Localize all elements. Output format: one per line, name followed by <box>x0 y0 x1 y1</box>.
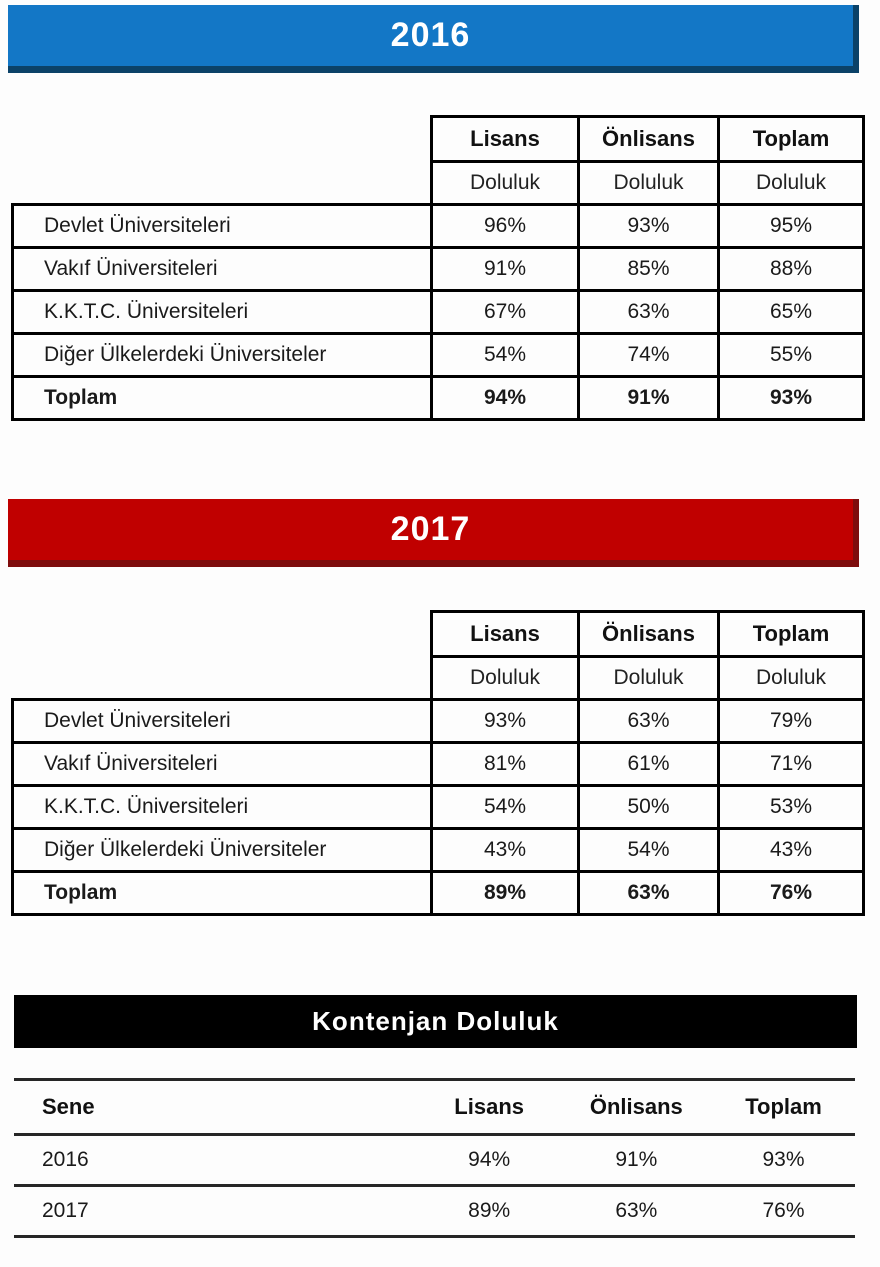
header-spacer <box>13 117 432 162</box>
value-cell: 96% <box>430 203 580 249</box>
row-label-cell: Toplam <box>11 375 433 421</box>
value-cell: 63% <box>577 870 720 916</box>
column-header-toplam: Toplam <box>717 115 865 163</box>
banner-2016: 2016 <box>8 5 859 73</box>
row-label-cell: Devlet Üniversiteleri <box>11 698 433 744</box>
banner-2017: 2017 <box>8 499 859 567</box>
value-cell: 50% <box>577 784 720 830</box>
summary-year-cell: 2016 <box>42 1148 89 1171</box>
value-cell: 63% <box>577 698 720 744</box>
value-cell: 43% <box>430 827 580 873</box>
banner-kontenjan-label: Kontenjan Doluluk <box>312 1006 559 1036</box>
column-header-onlisans: Önlisans <box>577 610 720 658</box>
value-cell: 93% <box>577 203 720 249</box>
value-cell: 43% <box>717 827 865 873</box>
banner-2016-label: 2016 <box>390 16 471 54</box>
value-cell: 67% <box>430 289 580 335</box>
value-cell: 81% <box>430 741 580 787</box>
value-cell: 61% <box>577 741 720 787</box>
value-cell: 63% <box>577 289 720 335</box>
summary-year-cell: 2017 <box>42 1199 89 1222</box>
header-spacer <box>13 612 432 657</box>
row-label-cell: K.K.T.C. Üniversiteleri <box>11 289 433 335</box>
value-cell: 93% <box>762 1148 805 1171</box>
value-cell: 85% <box>577 246 720 292</box>
value-cell: 63% <box>615 1199 658 1222</box>
value-cell: 94% <box>468 1148 511 1171</box>
value-cell: 55% <box>717 332 865 378</box>
row-label-cell: Vakıf Üniversiteleri <box>11 246 433 292</box>
value-cell: 91% <box>577 375 720 421</box>
subheader-doluluk: Doluluk <box>430 655 580 701</box>
table-row: Devlet Üniversiteleri 93% 63% 79% <box>11 698 865 744</box>
column-header-lisans: Lisans <box>430 115 580 163</box>
table-row: Vakıf Üniversiteleri 91% 85% 88% <box>11 246 865 292</box>
table-row: Vakıf Üniversiteleri 81% 61% 71% <box>11 741 865 787</box>
value-cell: 76% <box>762 1199 805 1222</box>
header-spacer <box>13 657 432 700</box>
row-label-cell: Devlet Üniversiteleri <box>11 203 433 249</box>
summary-header-lisans: Lisans <box>454 1094 524 1119</box>
value-cell: 91% <box>430 246 580 292</box>
value-cell: 74% <box>577 332 720 378</box>
summary-header-onlisans: Önlisans <box>589 1094 683 1119</box>
table-row: Devlet Üniversiteleri 96% 93% 95% <box>11 203 865 249</box>
row-label-cell: K.K.T.C. Üniversiteleri <box>11 784 433 830</box>
table-2016-subheader-row: Doluluk Doluluk Doluluk <box>13 160 865 206</box>
table-row: Diğer Ülkelerdeki Üniversiteler 43% 54% … <box>11 827 865 873</box>
value-cell: 79% <box>717 698 865 744</box>
value-cell: 76% <box>717 870 865 916</box>
summary-header-sene: Sene <box>42 1094 95 1119</box>
table-total-row: Toplam 94% 91% 93% <box>11 375 865 421</box>
row-label-cell: Toplam <box>11 870 433 916</box>
table-row: K.K.T.C. Üniversiteleri 67% 63% 65% <box>11 289 865 335</box>
column-header-lisans: Lisans <box>430 610 580 658</box>
value-cell: 54% <box>430 332 580 378</box>
column-header-onlisans: Önlisans <box>577 115 720 163</box>
table-2017-subheader-row: Doluluk Doluluk Doluluk <box>13 655 865 701</box>
banner-2017-label: 2017 <box>390 510 471 548</box>
subheader-doluluk: Doluluk <box>717 160 865 206</box>
summary-table: Sene Lisans Önlisans Toplam 2016 94% 91%… <box>14 1078 855 1238</box>
table-2016-header-row: Lisans Önlisans Toplam <box>13 115 865 163</box>
table-2017: Lisans Önlisans Toplam Doluluk Doluluk D… <box>11 610 865 916</box>
summary-header-row: Sene Lisans Önlisans Toplam <box>14 1080 855 1135</box>
table-total-row: Toplam 89% 63% 76% <box>11 870 865 916</box>
value-cell: 53% <box>717 784 865 830</box>
banner-kontenjan-doluluk: Kontenjan Doluluk <box>14 995 857 1048</box>
value-cell: 89% <box>468 1199 511 1222</box>
subheader-doluluk: Doluluk <box>717 655 865 701</box>
value-cell: 93% <box>430 698 580 744</box>
value-cell: 54% <box>577 827 720 873</box>
value-cell: 54% <box>430 784 580 830</box>
subheader-doluluk: Doluluk <box>430 160 580 206</box>
value-cell: 88% <box>717 246 865 292</box>
column-header-toplam: Toplam <box>717 610 865 658</box>
value-cell: 93% <box>717 375 865 421</box>
value-cell: 94% <box>430 375 580 421</box>
header-spacer <box>13 162 432 205</box>
value-cell: 65% <box>717 289 865 335</box>
row-label-cell: Diğer Ülkelerdeki Üniversiteler <box>11 827 433 873</box>
subheader-doluluk: Doluluk <box>577 160 720 206</box>
table-2016: Lisans Önlisans Toplam Doluluk Doluluk D… <box>11 115 865 421</box>
table-row: K.K.T.C. Üniversiteleri 54% 50% 53% <box>11 784 865 830</box>
value-cell: 91% <box>615 1148 658 1171</box>
row-label-cell: Vakıf Üniversiteleri <box>11 741 433 787</box>
summary-header-toplam: Toplam <box>745 1094 822 1119</box>
value-cell: 71% <box>717 741 865 787</box>
subheader-doluluk: Doluluk <box>577 655 720 701</box>
table-2017-header-row: Lisans Önlisans Toplam <box>13 610 865 658</box>
value-cell: 89% <box>430 870 580 916</box>
summary-row-2017: 2017 89% 63% 76% <box>14 1186 855 1237</box>
row-label-cell: Diğer Ülkelerdeki Üniversiteler <box>11 332 433 378</box>
value-cell: 95% <box>717 203 865 249</box>
table-row: Diğer Ülkelerdeki Üniversiteler 54% 74% … <box>11 332 865 378</box>
summary-row-2016: 2016 94% 91% 93% <box>14 1135 855 1186</box>
